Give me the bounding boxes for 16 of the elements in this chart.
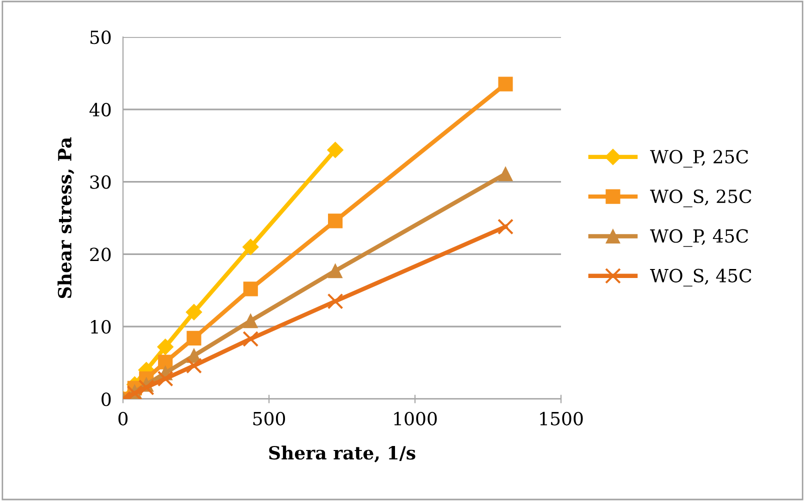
- y-tick-label: 50: [90, 30, 111, 44]
- y-tick-label: 20: [90, 248, 111, 262]
- y-tick-label: 0: [102, 392, 111, 406]
- x-tick-label: 1000: [394, 412, 437, 426]
- x-tick-label: 0: [118, 412, 128, 426]
- legend-label: WO_P, 25C: [650, 150, 748, 168]
- y-tick-label: 40: [89, 102, 111, 117]
- y-tick-label: 30: [90, 175, 111, 189]
- legend-label: WO_S, 45C: [650, 268, 752, 286]
- x-tick-label: 1500: [540, 412, 583, 426]
- y-axis-title: Shear stress, Pa: [58, 137, 74, 298]
- x-tick-label: 500: [253, 412, 286, 426]
- legend-label: WO_S, 25C: [650, 190, 752, 208]
- y-tick-label: 10: [91, 320, 111, 334]
- x-axis-title: Shera rate, 1/s: [269, 446, 416, 462]
- legend-label: WO_P, 45C: [650, 229, 748, 247]
